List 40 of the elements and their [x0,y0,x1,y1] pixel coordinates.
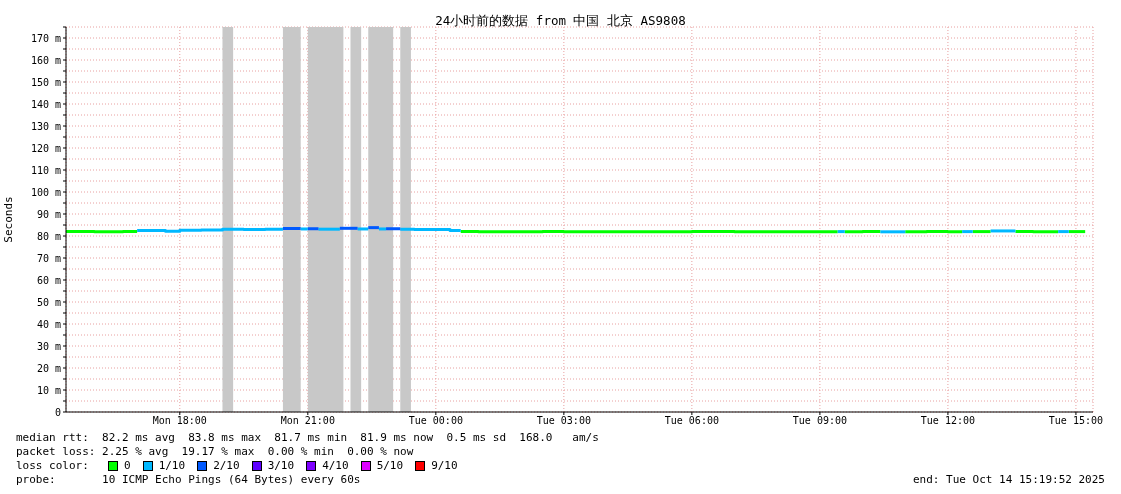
y-tick-label: 50 m [36,296,61,308]
y-tick-label: 70 m [36,252,61,264]
y-tick-label: 110 m [30,164,61,176]
chart-title: 24小时前的数据 from 中国 北京 AS9808 [434,13,687,30]
x-tick-label: Tue 00:00 [408,415,463,427]
legend-label: 1/10 [158,459,186,473]
y-tick-label: 100 m [30,186,61,198]
legend-label: 2/10 [213,459,240,473]
y-axis-title: Seconds [1,196,15,243]
y-tick-label: 170 m [30,32,61,44]
y-tick-label: 140 m [30,98,61,110]
text: packet loss: 2.25 % avg 19.17 % max 0.00 % min 0.00 % now [16,445,415,459]
y-tick-label: 30 m [36,340,61,352]
x-tick-label: Tue 09:00 [792,415,847,427]
legend-label: 4/10 [322,459,349,473]
y-tick-label: 160 m [30,54,61,66]
y-tick-label: 80 m [36,230,61,242]
y-tick-label: 20 m [36,362,61,374]
x-tick-label: Tue 03:00 [536,415,591,427]
y-tick-label: 60 m [36,274,61,286]
legend-title: loss color: [16,459,90,473]
y-tick-label: 130 m [30,120,61,132]
y-tick-label: 10 m [36,384,61,396]
y-tick-label: 120 m [30,142,61,154]
x-tick-label: Mon 18:00 [152,415,207,427]
y-tick-label: 90 m [36,208,61,220]
y-tick-label: 40 m [36,318,61,330]
text: end: Tue Oct 14 15:19:52 2025 [912,473,1105,486]
text: probe: 10 ICMP Echo Pings (64 Bytes) every 60s [16,473,362,487]
y-tick-label: 150 m [30,76,61,88]
x-tick-label: Mon 21:00 [280,415,335,427]
legend-label: 9/10 [431,459,458,473]
y-tick-label: 0 [54,406,61,418]
legend-label: 5/10 [376,459,404,473]
x-tick-label: Tue 06:00 [664,415,719,427]
legend-label: 3/10 [267,459,295,473]
text: median rtt: 82.2 ms avg 83.8 ms max 81.7 ms min 81.9 ms now 0.5 ms sd 168.0 am/s [16,431,599,445]
legend-label: 0 [124,459,131,473]
x-tick-label: Tue 12:00 [920,415,976,427]
x-tick-label: Tue 15:00 [1048,415,1104,427]
